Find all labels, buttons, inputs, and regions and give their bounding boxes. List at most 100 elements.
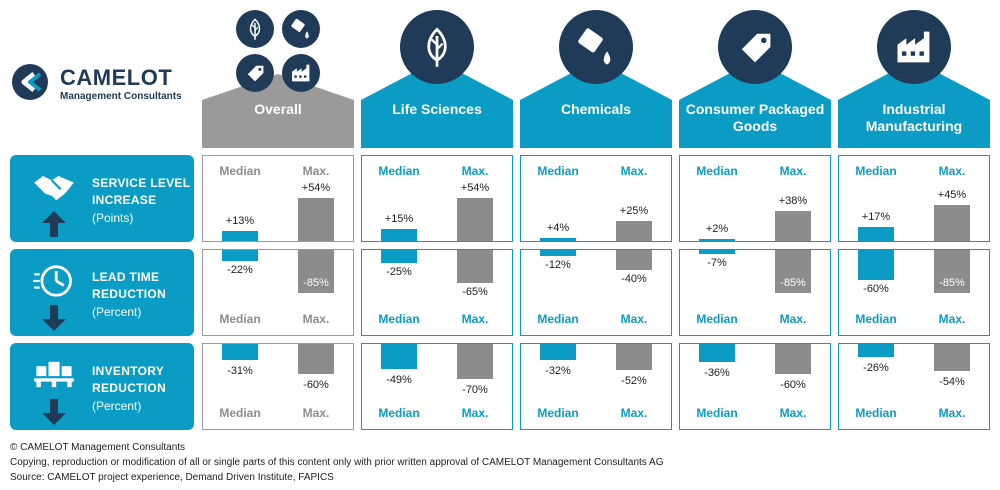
header-shape <box>838 60 990 148</box>
max-bar <box>457 344 493 379</box>
median-bar <box>540 250 576 256</box>
row-title: SERVICE LEVEL <box>92 176 191 190</box>
panel-service: Median Max. +17% +45% <box>838 155 990 242</box>
header-label: Overall <box>202 101 354 118</box>
header-label-line: Overall <box>254 101 302 117</box>
icon-circle <box>559 10 633 84</box>
max-column-label: Max. <box>938 312 966 326</box>
factory-icon <box>292 64 310 82</box>
median-bar <box>222 230 258 241</box>
header-label: Chemicals <box>520 101 672 118</box>
clock-icon <box>33 265 72 297</box>
median-bar <box>858 227 894 241</box>
median-column-label: Median <box>219 312 261 326</box>
max-value-label: -70% <box>462 384 488 396</box>
row-label-inventory: INVENTORY REDUCTION (Percent) <box>10 343 194 430</box>
median-value-label: -12% <box>545 259 571 271</box>
chemical-pour-icon <box>578 28 611 65</box>
header-shape <box>361 60 513 148</box>
header-background <box>838 60 990 148</box>
max-column-label: Max. <box>461 312 489 326</box>
max-column-label: Max. <box>620 164 648 178</box>
median-bar <box>222 344 258 360</box>
icon-circle <box>282 54 320 92</box>
max-bar <box>457 197 493 241</box>
max-column-label: Max. <box>461 406 489 420</box>
median-value-label: -25% <box>386 265 412 278</box>
median-bar <box>699 344 735 362</box>
max-bar <box>934 205 970 241</box>
header-label: Consumer Packaged Goods <box>679 101 831 135</box>
panel-inventory: -31% -60% Median Max. <box>202 343 354 430</box>
panel-service: Median Max. +13% +54% <box>202 155 354 242</box>
max-value-label: -85% <box>303 276 329 289</box>
max-column-label: Max. <box>779 312 807 326</box>
camelot-logo-icon <box>12 64 48 100</box>
max-value-label: +54% <box>301 181 331 194</box>
icon-circle <box>236 54 274 92</box>
header-label-line: Manufacturing <box>865 118 963 134</box>
median-value-label: +4% <box>546 221 570 234</box>
median-column-label: Median <box>537 164 579 178</box>
median-value-label: -49% <box>386 373 412 386</box>
median-bar <box>381 344 417 369</box>
panel-inventory: -36% -60% Median Max. <box>679 343 831 430</box>
median-value-label: +15% <box>384 213 414 225</box>
median-value-label: -32% <box>545 365 571 377</box>
max-value-label: -52% <box>621 375 647 387</box>
panel-leadtime: -12% -40% Median Max. <box>520 249 672 336</box>
median-column-label: Median <box>855 312 897 326</box>
camelot-logo: CAMELOT Management Consultants <box>10 62 200 106</box>
header-label-line: Industrial <box>882 101 946 117</box>
max-column-label: Max. <box>938 164 966 178</box>
max-bar <box>298 250 334 293</box>
header-category: Consumer Packaged Goods <box>679 0 831 148</box>
median-value-label: -60% <box>863 283 889 295</box>
header-category: Chemicals <box>520 0 672 148</box>
max-column-label: Max. <box>302 406 330 420</box>
row-title: LEAD TIME <box>92 270 160 284</box>
max-column-label: Max. <box>938 406 966 420</box>
median-column-label: Median <box>378 164 420 178</box>
arrow-down-icon <box>42 399 66 425</box>
panel-service: Median Max. +15% +54% <box>361 155 513 242</box>
row-title: INCREASE <box>92 193 157 207</box>
max-value-label: -85% <box>939 276 965 289</box>
handshake-icon <box>34 176 74 201</box>
max-column-label: Max. <box>461 164 489 178</box>
header-label: Industrial Manufacturing <box>838 101 990 135</box>
max-column-label: Max. <box>779 164 807 178</box>
footer-notice: Copying, reproduction or modification of… <box>10 457 664 468</box>
median-value-label: +17% <box>861 211 891 224</box>
median-bar <box>540 237 576 241</box>
icon-circle <box>877 10 951 84</box>
panel-leadtime: -25% -65% Median Max. <box>361 249 513 336</box>
median-value-label: +13% <box>225 214 255 227</box>
max-value-label: +45% <box>937 189 967 201</box>
median-column-label: Median <box>696 406 738 420</box>
header-label-line: Consumer Packaged <box>685 101 825 117</box>
logo-name: CAMELOT <box>60 65 173 90</box>
header-overall: Overall <box>202 0 354 148</box>
header-label-line: Chemicals <box>560 101 632 117</box>
row-unit: (Percent) <box>92 399 142 413</box>
icon-circle <box>282 10 320 48</box>
max-bar <box>775 250 811 293</box>
median-bar <box>699 250 735 254</box>
leaf-icon <box>427 27 447 67</box>
header-category: Life Sciences <box>361 0 513 148</box>
median-value-label: -7% <box>707 256 727 269</box>
pallet-boxes-icon <box>34 361 74 388</box>
median-value-label: -31% <box>227 364 253 377</box>
row-title: REDUCTION <box>92 287 167 301</box>
max-bar <box>298 197 334 241</box>
max-value-label: -60% <box>780 379 806 391</box>
median-column-label: Median <box>696 164 738 178</box>
median-column-label: Median <box>378 312 420 326</box>
max-value-label: +54% <box>460 181 490 194</box>
panel-inventory: -32% -52% Median Max. <box>520 343 672 430</box>
header-label-line: Goods <box>732 118 778 134</box>
arrow-down-icon <box>42 305 66 331</box>
median-column-label: Median <box>855 164 897 178</box>
panel-service: Median Max. +2% +38% <box>679 155 831 242</box>
